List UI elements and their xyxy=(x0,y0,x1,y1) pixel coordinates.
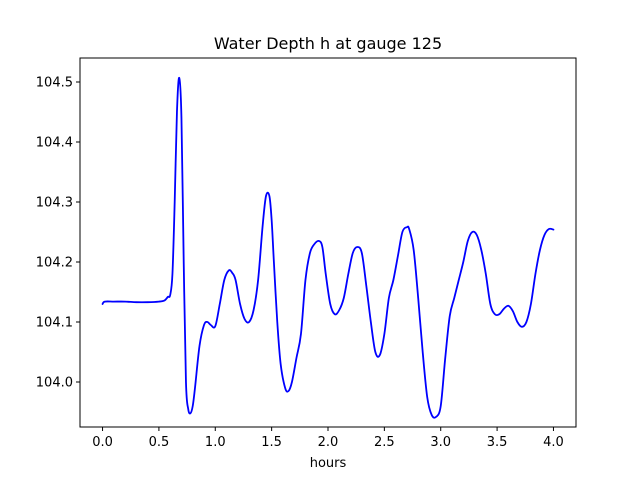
x-tick-label: 0.5 xyxy=(149,435,170,450)
x-tick-label: 1.5 xyxy=(261,435,282,450)
series-line xyxy=(101,76,555,419)
x-tick-label: 2.5 xyxy=(374,435,395,450)
y-tick-label: 104.2 xyxy=(36,256,73,271)
x-axis-label: hours xyxy=(310,456,347,471)
y-tick-label: 104.0 xyxy=(36,376,73,391)
x-tick-label: 3.5 xyxy=(487,435,508,450)
y-tick-label: 104.5 xyxy=(36,76,73,91)
x-tick-label: 0.0 xyxy=(92,435,113,450)
x-tick-label: 4.0 xyxy=(543,435,564,450)
y-tick-label: 104.1 xyxy=(36,316,73,331)
y-tick-label: 104.4 xyxy=(36,136,73,151)
y-tick-label: 104.3 xyxy=(36,196,73,211)
x-tick-label: 3.0 xyxy=(430,435,451,450)
x-axis-ticks: 0.0 0.5 1.0 1.5 2.0 2.5 3.0 3.5 4.0 xyxy=(92,427,564,450)
x-tick-label: 2.0 xyxy=(318,435,339,450)
chart-title: Water Depth h at gauge 125 xyxy=(214,34,442,53)
plot-area xyxy=(101,76,555,419)
x-tick-label: 1.0 xyxy=(205,435,226,450)
y-axis-ticks: 104.0 104.1 104.2 104.3 104.4 104.5 xyxy=(36,76,80,391)
